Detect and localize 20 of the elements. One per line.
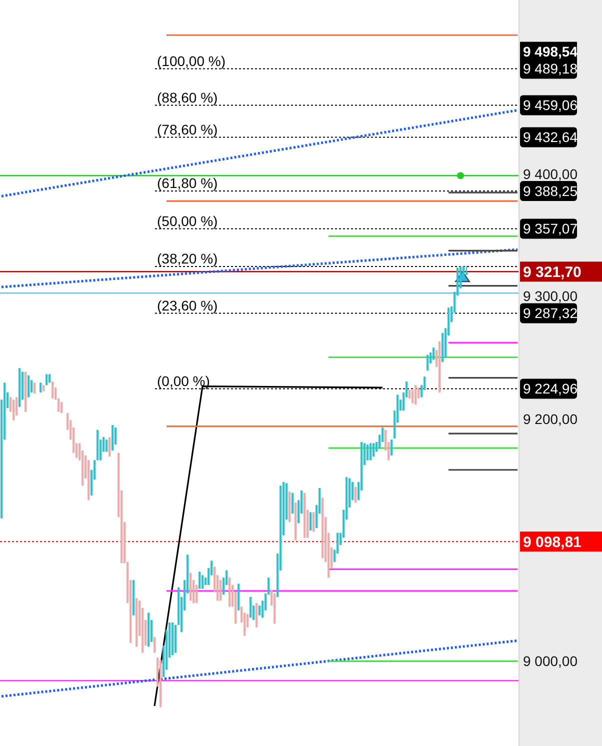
annotation: (50,00 %) [157, 212, 218, 229]
annotation: (23,60 %) [157, 297, 218, 314]
annotation: (88,60 %) [157, 89, 218, 106]
annotation: (0,00 %) [157, 372, 210, 389]
y-tick-label: 9 224,96 [523, 380, 578, 397]
annotation: (61,80 %) [157, 175, 218, 192]
annotation: (78,60 %) [157, 121, 218, 138]
annotation: (100,00 %) [157, 52, 226, 69]
y-tick-label: 9 098,81 [523, 534, 582, 551]
y-tick-label: 9 489,18 [523, 60, 578, 77]
y-tick-label: 9 287,32 [523, 305, 578, 322]
y-tick-label: 9 388,25 [523, 182, 578, 199]
y-tick-label: 9 400,00 [523, 166, 578, 182]
y-tick-label: 9 300,00 [523, 288, 578, 304]
y-tick-label: 9 200,00 [523, 410, 578, 427]
y-tick-label: 9 459,06 [523, 97, 578, 114]
y-tick-label: 9 000,00 [523, 653, 578, 670]
y-tick-label: 9 357,07 [523, 220, 578, 237]
y-tick-label: 9 321,70 [523, 264, 582, 281]
annotation: (38,20 %) [157, 250, 218, 267]
